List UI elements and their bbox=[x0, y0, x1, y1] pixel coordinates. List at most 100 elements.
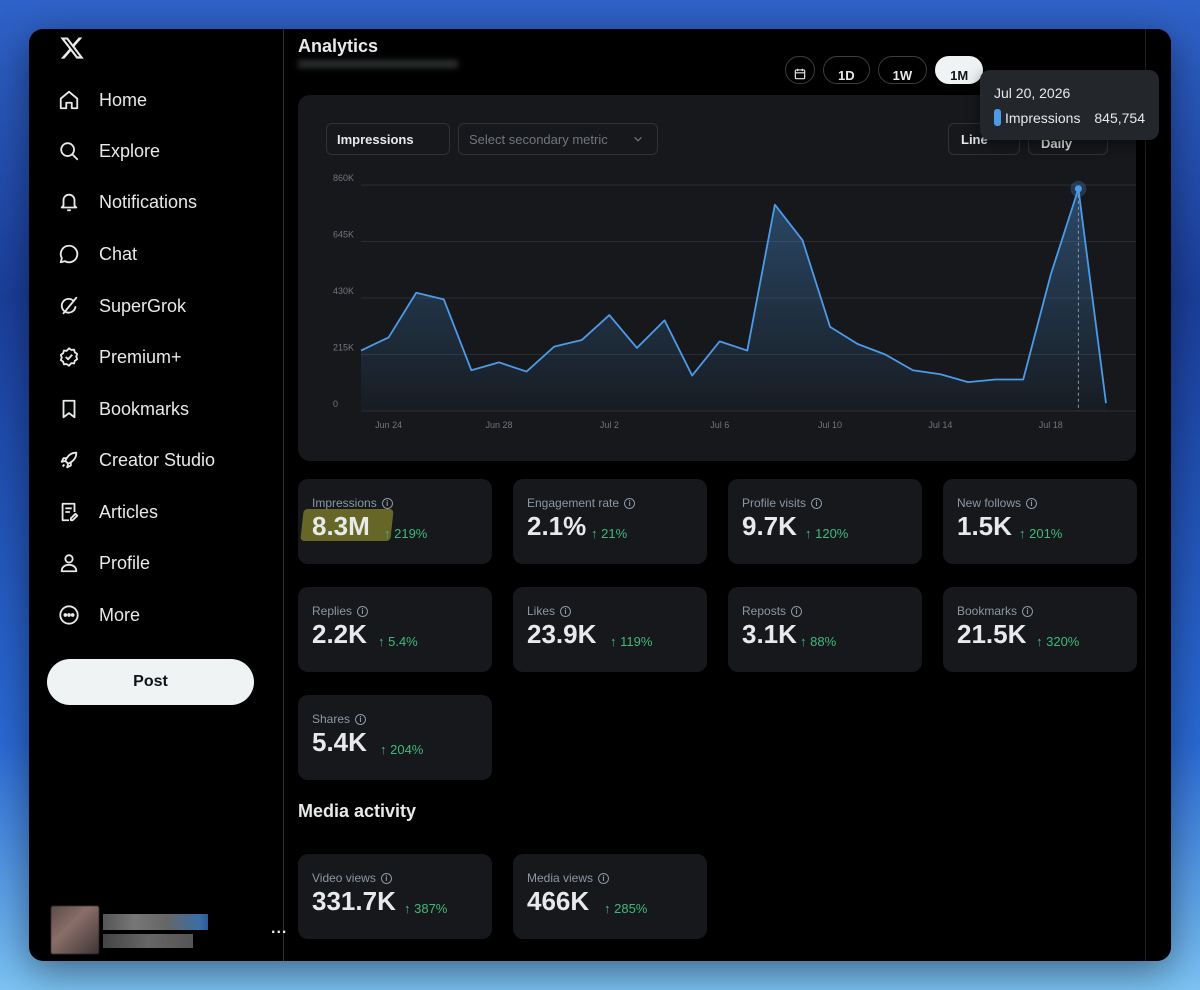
sidebar-item-supergrok[interactable]: SuperGrok bbox=[57, 284, 186, 328]
data-point[interactable] bbox=[690, 374, 694, 378]
stat-change: ↑ 387% bbox=[404, 901, 448, 916]
account-more-button[interactable]: ... bbox=[271, 920, 288, 937]
stat-card-impressions[interactable]: Impressions i 8.3M ↑ 219% bbox=[298, 479, 492, 564]
sidebar-item-more[interactable]: More bbox=[57, 593, 140, 637]
data-point[interactable] bbox=[773, 203, 777, 207]
stat-label-text: Reposts bbox=[742, 604, 787, 618]
stat-label: Impressions i bbox=[312, 496, 393, 510]
primary-metric-select[interactable]: Impressions bbox=[326, 123, 450, 155]
stat-card-reposts[interactable]: Reposts i 3.1K ↑ 88% bbox=[728, 587, 922, 672]
stat-value: 2.1% bbox=[527, 511, 587, 541]
y-tick-label: 0 bbox=[333, 399, 338, 409]
sidebar: Home Explore Notifications Chat SuperGro… bbox=[29, 29, 286, 961]
app-window: Home Explore Notifications Chat SuperGro… bbox=[29, 29, 1171, 961]
stat-card-shares[interactable]: Shares i 5.4K ↑ 204% bbox=[298, 695, 492, 780]
x-tick-label: Jul 18 bbox=[1039, 420, 1063, 430]
info-icon[interactable]: i bbox=[598, 872, 610, 884]
stat-card-engagement-rate[interactable]: Engagement rate i 2.1% ↑ 21% bbox=[513, 479, 707, 564]
scrollbar-track[interactable] bbox=[1145, 29, 1171, 961]
range-1d-button[interactable]: 1D bbox=[823, 56, 870, 84]
x-tick-label: Jul 10 bbox=[818, 420, 842, 430]
info-icon[interactable]: i bbox=[355, 713, 367, 725]
sidebar-item-explore[interactable]: Explore bbox=[57, 129, 160, 173]
data-point[interactable] bbox=[442, 297, 446, 301]
data-point[interactable] bbox=[387, 335, 391, 339]
data-point[interactable] bbox=[359, 349, 363, 353]
stat-change: ↑ 120% bbox=[805, 526, 849, 541]
impressions-line bbox=[360, 187, 1107, 404]
stat-card-likes[interactable]: Likes i 23.9K ↑ 119% bbox=[513, 587, 707, 672]
secondary-metric-select[interactable]: Select secondary metric bbox=[458, 123, 658, 155]
info-icon[interactable]: i bbox=[791, 605, 803, 617]
calendar-button[interactable] bbox=[785, 56, 815, 84]
x-logo-icon[interactable] bbox=[59, 35, 85, 61]
data-point[interactable] bbox=[1021, 377, 1025, 381]
post-button[interactable]: Post bbox=[47, 659, 254, 705]
sidebar-item-label: Premium+ bbox=[99, 346, 182, 367]
grok-icon bbox=[57, 294, 81, 318]
sidebar-item-bookmarks[interactable]: Bookmarks bbox=[57, 387, 189, 431]
sidebar-item-articles[interactable]: Articles bbox=[57, 490, 158, 534]
stat-card-bookmarks[interactable]: Bookmarks i 21.5K ↑ 320% bbox=[943, 587, 1137, 672]
data-point[interactable] bbox=[856, 342, 860, 346]
data-point[interactable] bbox=[718, 339, 722, 343]
search-icon bbox=[57, 139, 81, 163]
stat-value: 1.5K bbox=[957, 511, 1012, 541]
info-icon[interactable]: i bbox=[560, 605, 572, 617]
data-point[interactable] bbox=[994, 377, 998, 381]
account-switcher[interactable]: ... bbox=[51, 906, 286, 954]
home-icon bbox=[57, 88, 81, 112]
sidebar-item-profile[interactable]: Profile bbox=[57, 541, 150, 585]
stat-value: 2.2K bbox=[312, 619, 367, 649]
info-icon[interactable]: i bbox=[357, 605, 369, 617]
data-point[interactable] bbox=[938, 372, 942, 376]
data-point[interactable] bbox=[580, 338, 584, 342]
sidebar-item-notifications[interactable]: Notifications bbox=[57, 180, 197, 224]
data-point[interactable] bbox=[966, 380, 970, 384]
info-icon[interactable]: i bbox=[811, 497, 823, 509]
x-tick-label: Jul 2 bbox=[600, 420, 619, 430]
highlight-point[interactable] bbox=[1074, 185, 1082, 193]
stat-value: 8.3M bbox=[312, 511, 370, 541]
stat-label: Profile visits i bbox=[742, 496, 823, 510]
sidebar-item-home[interactable]: Home bbox=[57, 78, 147, 122]
data-point[interactable] bbox=[607, 313, 611, 317]
data-point[interactable] bbox=[1104, 401, 1108, 405]
data-point[interactable] bbox=[883, 353, 887, 357]
data-point[interactable] bbox=[828, 325, 832, 329]
info-icon[interactable]: i bbox=[380, 872, 392, 884]
data-point[interactable] bbox=[800, 238, 804, 242]
more-circle-icon bbox=[57, 603, 81, 627]
data-point[interactable] bbox=[663, 318, 667, 322]
data-point[interactable] bbox=[414, 291, 418, 295]
stat-card-replies[interactable]: Replies i 2.2K ↑ 5.4% bbox=[298, 587, 492, 672]
info-icon[interactable]: i bbox=[624, 497, 636, 509]
info-icon[interactable]: i bbox=[1022, 605, 1034, 617]
data-point[interactable] bbox=[911, 368, 915, 372]
data-point[interactable] bbox=[635, 346, 639, 350]
chart-card: 860K 645K 430K 215K 0 Jun 24 Jun 28 Jul 2 Jul 6 J… bbox=[298, 95, 1136, 461]
secondary-metric-placeholder: Select secondary metric bbox=[469, 131, 608, 147]
stat-card-video-views[interactable]: Video views i 331.7K ↑ 387% bbox=[298, 854, 492, 939]
data-point[interactable] bbox=[525, 370, 529, 374]
data-point[interactable] bbox=[1049, 272, 1053, 276]
stat-card-profile-visits[interactable]: Profile visits i 9.7K ↑ 120% bbox=[728, 479, 922, 564]
sidebar-item-chat[interactable]: Chat bbox=[57, 232, 137, 276]
stat-value: 466K bbox=[527, 886, 590, 916]
sidebar-item-creator-studio[interactable]: Creator Studio bbox=[57, 438, 215, 482]
y-tick-label: 645K bbox=[333, 230, 354, 240]
x-tick-label: Jul 6 bbox=[710, 420, 729, 430]
range-1m-button[interactable]: 1M bbox=[935, 56, 984, 84]
data-point[interactable] bbox=[497, 360, 501, 364]
impressions-chart[interactable]: 860K 645K 430K 215K 0 Jun 24 Jun 28 Jul 2 Jul 6 J… bbox=[298, 95, 1136, 461]
info-icon[interactable]: i bbox=[1026, 497, 1038, 509]
info-icon[interactable]: i bbox=[381, 497, 393, 509]
data-point[interactable] bbox=[469, 368, 473, 372]
stat-card-media-views[interactable]: Media views i 466K ↑ 285% bbox=[513, 854, 707, 939]
stat-card-new-follows[interactable]: New follows i 1.5K ↑ 201% bbox=[943, 479, 1137, 564]
data-point[interactable] bbox=[745, 349, 749, 353]
range-1w-button[interactable]: 1W bbox=[877, 56, 928, 84]
sidebar-item-premium[interactable]: Premium+ bbox=[57, 335, 182, 379]
data-point[interactable] bbox=[552, 345, 556, 349]
calendar-icon bbox=[794, 68, 806, 80]
